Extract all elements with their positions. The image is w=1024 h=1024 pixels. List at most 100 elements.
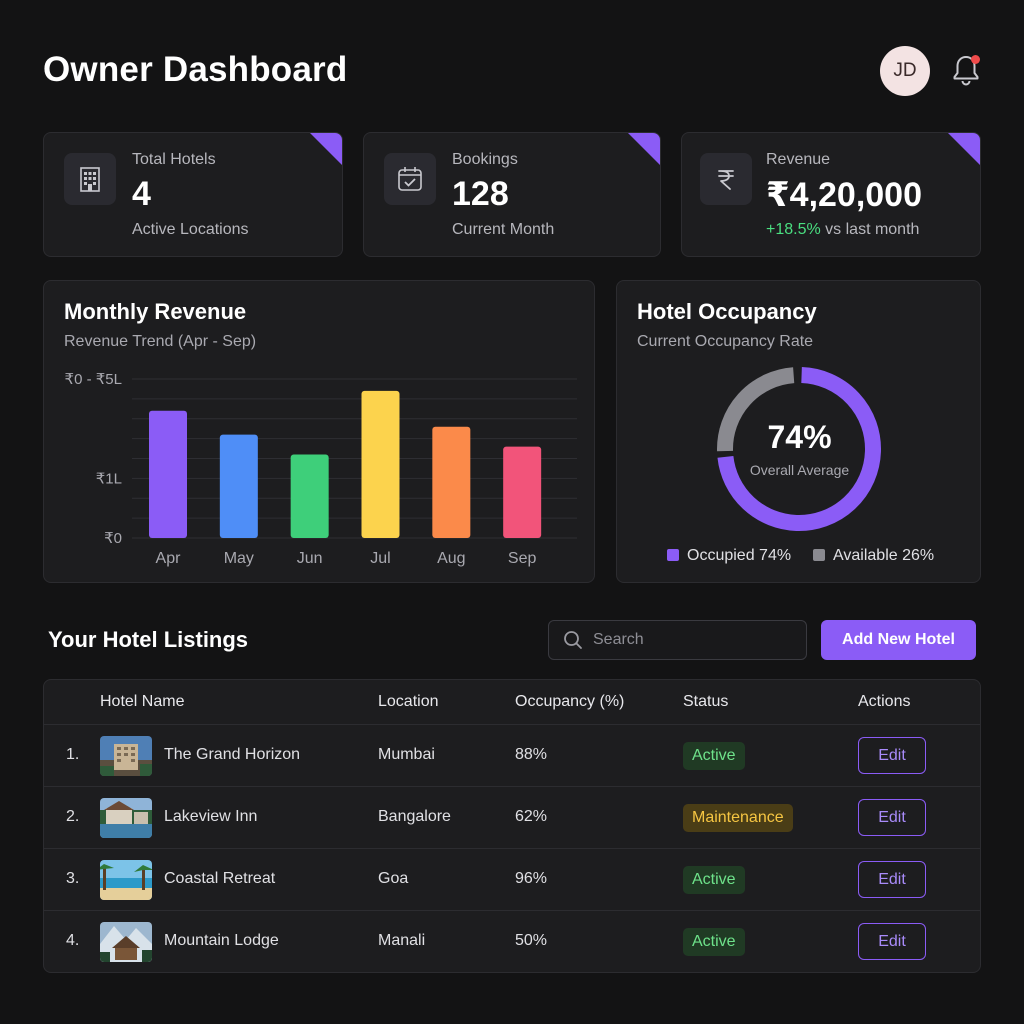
donut-center-label: Overall Average xyxy=(749,462,850,478)
stat-sub: Current Month xyxy=(452,221,555,238)
stat-card-bookings: Bookings 128 Current Month xyxy=(363,132,661,257)
change-suffix: vs last month xyxy=(820,221,920,238)
hotel-location: Bangalore xyxy=(378,808,451,825)
panel-subtitle: Revenue Trend (Apr - Sep) xyxy=(64,333,257,350)
notification-bell-icon[interactable] xyxy=(948,51,984,89)
stat-value: 4 xyxy=(132,175,151,213)
legend-occupied: Occupied 74% xyxy=(667,547,791,565)
row-index: 1. xyxy=(66,746,80,763)
donut-occupied-arc xyxy=(717,367,881,531)
hotel-occupancy: 50% xyxy=(515,932,548,949)
edit-button[interactable]: Edit xyxy=(858,923,926,960)
legend-swatch xyxy=(813,549,825,561)
panel-subtitle: Current Occupancy Rate xyxy=(637,333,814,350)
hotel-thumbnail xyxy=(100,860,152,900)
y-tick-label: ₹0 - ₹5L xyxy=(65,371,122,388)
hotel-occupancy: 62% xyxy=(515,808,548,825)
hotel-thumbnail xyxy=(100,798,152,838)
column-header-actions: Actions xyxy=(858,693,911,710)
hotel-thumbnail xyxy=(100,736,152,776)
stat-card-revenue: Revenue ₹4,20,000 +18.5% vs last month xyxy=(681,132,981,257)
stat-card-total-hotels: Total Hotels 4 Active Locations xyxy=(43,132,343,257)
panel-title: Monthly Revenue xyxy=(64,299,247,324)
hotel-name: Coastal Retreat xyxy=(164,870,276,887)
hotel-occupancy: 96% xyxy=(515,870,548,887)
stat-label: Bookings xyxy=(452,151,518,168)
stat-change: +18.5% vs last month xyxy=(766,221,919,239)
y-tick-label: ₹0 xyxy=(104,530,122,547)
hotel-occupancy-panel: Hotel Occupancy Current Occupancy Rate 7… xyxy=(616,280,981,583)
page-title: Owner Dashboard xyxy=(43,50,348,89)
x-tick-label: Jun xyxy=(297,550,323,567)
column-header-occupancy: Occupancy (%) xyxy=(515,693,625,710)
status-badge: Active xyxy=(683,866,745,894)
status-badge: Active xyxy=(683,742,745,770)
hotel-name: Mountain Lodge xyxy=(164,932,279,949)
legend-available: Available 26% xyxy=(813,547,934,565)
hotel-name: The Grand Horizon xyxy=(164,746,301,763)
legend-label: Available 26% xyxy=(833,547,935,564)
add-new-hotel-button[interactable]: Add New Hotel xyxy=(821,620,976,660)
notification-dot xyxy=(971,55,980,64)
column-header-status: Status xyxy=(683,693,729,710)
x-tick-label: Aug xyxy=(437,550,465,567)
table-header: Hotel Name Location Occupancy (%) Status… xyxy=(44,680,980,725)
bar-jun xyxy=(290,454,329,538)
card-corner-accent xyxy=(948,133,980,165)
stat-label: Revenue xyxy=(766,151,831,168)
bar-sep xyxy=(503,446,542,538)
legend-swatch xyxy=(667,549,679,561)
change-percent: +18.5% xyxy=(766,221,821,238)
calendar-check-icon xyxy=(384,153,436,205)
row-index: 2. xyxy=(66,808,80,825)
column-header-hotel-name: Hotel Name xyxy=(100,693,185,710)
hotel-location: Goa xyxy=(378,870,409,887)
table-row: 3. Coastal Retreat Goa 96% Active Edit xyxy=(44,849,980,911)
monthly-revenue-panel: Monthly Revenue Revenue Trend (Apr - Sep… xyxy=(43,280,595,583)
stat-value: ₹4,20,000 xyxy=(766,176,923,214)
x-tick-label: Jul xyxy=(370,550,390,567)
table-row: 2. Lakeview Inn Bangalore 62% Maintenanc… xyxy=(44,787,980,849)
edit-button[interactable]: Edit xyxy=(858,737,926,774)
column-header-location: Location xyxy=(378,693,439,710)
hotel-thumbnail xyxy=(100,922,152,962)
hotel-listings-table: Hotel Name Location Occupancy (%) Status… xyxy=(43,679,981,973)
bar-may xyxy=(219,434,258,538)
legend-label: Occupied 74% xyxy=(687,547,792,564)
row-index: 3. xyxy=(66,870,80,887)
edit-button[interactable]: Edit xyxy=(858,861,926,898)
table-row: 1. The Grand Horizon Mumbai 88% Active E… xyxy=(44,725,980,787)
row-index: 4. xyxy=(66,932,80,949)
card-corner-accent xyxy=(310,133,342,165)
edit-button[interactable]: Edit xyxy=(858,799,926,836)
section-title: Your Hotel Listings xyxy=(48,627,249,652)
stat-value: 128 xyxy=(452,175,509,213)
bar-apr xyxy=(149,410,187,538)
search-field[interactable] xyxy=(548,620,807,660)
status-badge: Maintenance xyxy=(683,804,793,832)
hotel-location: Mumbai xyxy=(378,746,435,763)
table-row: 4. Mountain Lodge Manali 50% Active Edit xyxy=(44,911,980,972)
stat-sub: Active Locations xyxy=(132,221,249,238)
y-tick-label: ₹1L xyxy=(96,470,122,487)
card-corner-accent xyxy=(628,133,660,165)
rupee-icon xyxy=(700,153,752,205)
revenue-bar-chart: ₹0 ₹1L ₹0 - ₹5L Apr May Jun Jul Aug Sep xyxy=(65,371,577,567)
panel-title: Hotel Occupancy xyxy=(637,299,817,324)
hotel-name: Lakeview Inn xyxy=(164,808,258,825)
search-icon xyxy=(564,631,582,649)
hotel-occupancy: 88% xyxy=(515,746,548,763)
avatar[interactable]: JD xyxy=(880,46,930,96)
x-tick-label: May xyxy=(224,550,254,567)
x-tick-label: Sep xyxy=(508,550,537,567)
status-badge: Active xyxy=(683,928,745,956)
bar-jul xyxy=(361,390,400,538)
stat-label: Total Hotels xyxy=(132,151,216,168)
donut-center-value: 74% xyxy=(767,419,832,455)
search-input[interactable] xyxy=(593,631,783,649)
x-tick-label: Apr xyxy=(156,550,182,567)
bar-aug xyxy=(432,426,471,538)
occupancy-donut-chart xyxy=(717,367,881,531)
hotel-location: Manali xyxy=(378,932,426,949)
building-icon xyxy=(64,153,116,205)
